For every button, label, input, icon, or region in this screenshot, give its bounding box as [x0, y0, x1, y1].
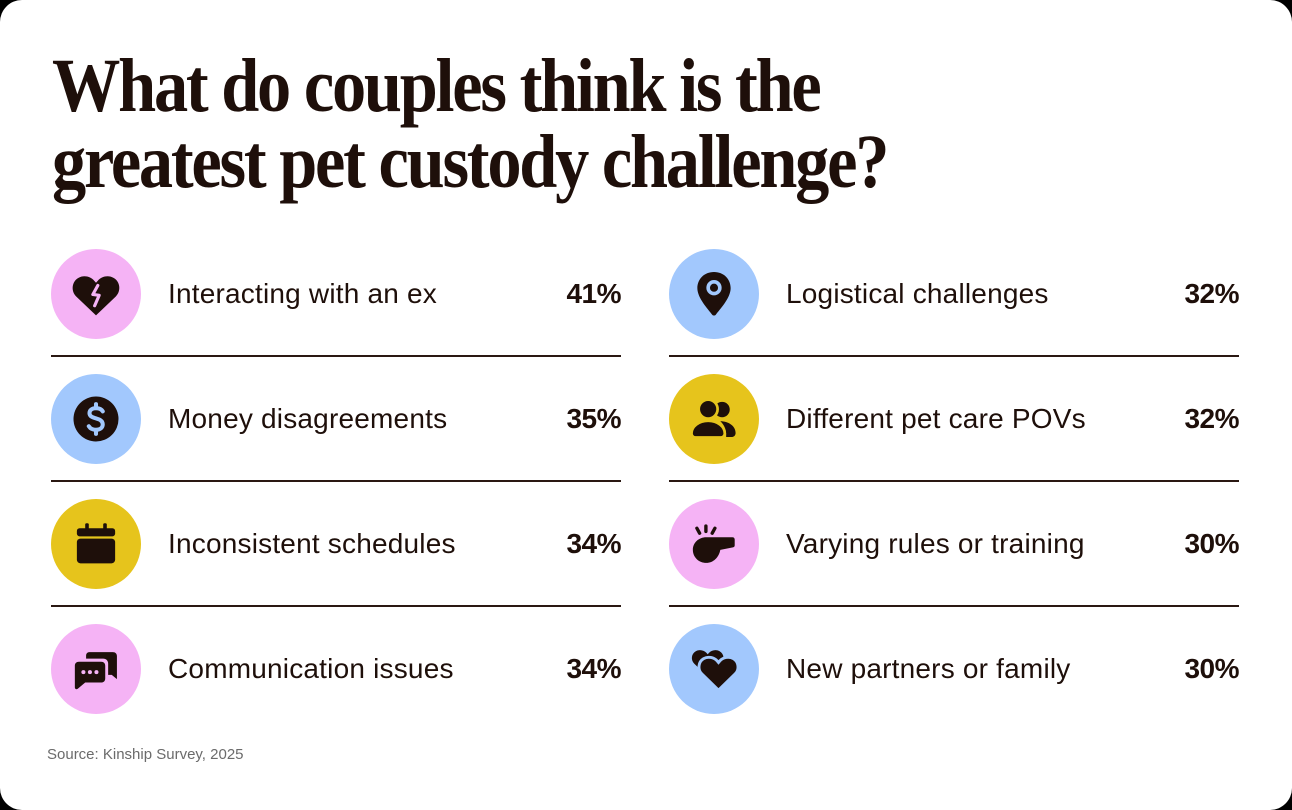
icon-circle	[669, 373, 759, 464]
icon-circle	[51, 373, 141, 464]
item-label: New partners or family	[786, 652, 1071, 684]
list-item: New partners or family 30%	[669, 607, 1239, 730]
source-note: Source: Kinship Survey, 2025	[47, 746, 244, 763]
item-percentage: 34%	[566, 527, 621, 559]
two-hearts-icon	[691, 649, 740, 692]
icon-circle	[51, 498, 141, 589]
item-label: Money disagreements	[168, 402, 448, 434]
left-column: Interacting with an ex 41% Money disagre…	[51, 232, 621, 730]
icon-circle	[669, 623, 759, 714]
item-label: Interacting with an ex	[168, 277, 437, 309]
item-label: Varying rules or training	[786, 527, 1085, 559]
map-pin-icon	[697, 271, 731, 316]
list-item: Money disagreements 35%	[51, 357, 621, 482]
list-item: Inconsistent schedules 34%	[51, 482, 621, 607]
list-item: Communication issues 34%	[51, 607, 621, 730]
icon-circle	[669, 248, 759, 339]
list-item: Varying rules or training 30%	[669, 482, 1239, 607]
item-percentage: 35%	[566, 402, 621, 434]
dollar-coin-icon	[73, 396, 119, 441]
whistle-icon	[692, 523, 735, 563]
broken-heart-icon	[72, 275, 120, 315]
title-line-1: What do couples think is the	[52, 44, 822, 128]
item-percentage: 34%	[566, 652, 621, 684]
list-item: Logistical challenges 32%	[669, 232, 1239, 357]
page-title: What do couples think is the greatest pe…	[52, 48, 1042, 200]
calendar-icon	[76, 522, 116, 563]
icon-circle	[51, 623, 141, 714]
item-label: Inconsistent schedules	[168, 527, 456, 559]
item-percentage: 41%	[566, 277, 621, 309]
people-icon	[690, 397, 736, 439]
item-percentage: 30%	[1184, 652, 1239, 684]
item-label: Logistical challenges	[786, 277, 1049, 309]
chat-bubbles-icon	[74, 651, 117, 689]
item-percentage: 30%	[1184, 527, 1239, 559]
item-percentage: 32%	[1184, 402, 1239, 434]
item-label: Communication issues	[168, 652, 454, 684]
right-column: Logistical challenges 32% Different pet …	[669, 232, 1239, 730]
list-item: Interacting with an ex 41%	[51, 232, 621, 357]
item-percentage: 32%	[1184, 277, 1239, 309]
list-item: Different pet care POVs 32%	[669, 357, 1239, 482]
title-line-2: greatest pet custody challenge?	[52, 120, 889, 204]
item-label: Different pet care POVs	[786, 402, 1086, 434]
icon-circle	[669, 498, 759, 589]
icon-circle	[51, 248, 141, 339]
